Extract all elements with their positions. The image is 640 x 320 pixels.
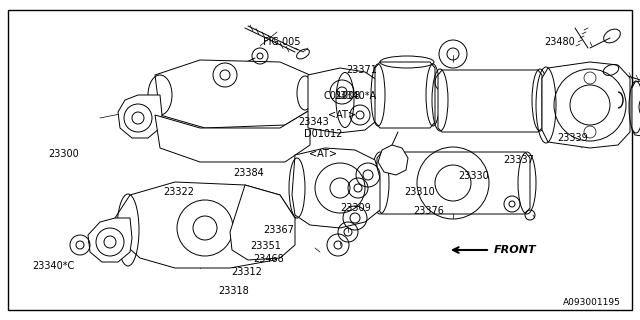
- Text: FIG.005: FIG.005: [263, 36, 300, 47]
- Text: 23343: 23343: [298, 116, 329, 127]
- Text: 23322: 23322: [164, 187, 195, 197]
- Text: 23337: 23337: [503, 155, 534, 165]
- Polygon shape: [292, 148, 380, 228]
- Polygon shape: [377, 152, 530, 214]
- Text: FRONT: FRONT: [494, 245, 536, 255]
- Polygon shape: [155, 110, 310, 162]
- Polygon shape: [118, 95, 162, 138]
- Polygon shape: [155, 60, 310, 128]
- Text: 23339: 23339: [557, 132, 588, 143]
- Polygon shape: [375, 62, 435, 128]
- Text: 23480: 23480: [545, 36, 575, 47]
- Text: 23318: 23318: [218, 286, 249, 296]
- Text: 23371: 23371: [346, 65, 377, 76]
- Text: 23309: 23309: [340, 203, 371, 213]
- Polygon shape: [632, 78, 640, 138]
- Text: 23340*A: 23340*A: [334, 91, 376, 101]
- Text: 23312: 23312: [231, 267, 262, 277]
- Text: C01008: C01008: [324, 91, 361, 101]
- Text: A093001195: A093001195: [563, 298, 621, 307]
- Polygon shape: [88, 218, 132, 262]
- Text: 23340*C: 23340*C: [32, 260, 74, 271]
- Polygon shape: [230, 185, 295, 260]
- Polygon shape: [542, 62, 630, 148]
- Text: 23300: 23300: [48, 148, 79, 159]
- Text: 23384: 23384: [234, 168, 264, 178]
- Text: 23330: 23330: [458, 171, 489, 181]
- Polygon shape: [378, 145, 408, 175]
- Polygon shape: [308, 68, 380, 133]
- Text: 23351: 23351: [250, 241, 281, 252]
- Text: 23310: 23310: [404, 187, 435, 197]
- Text: <AT>: <AT>: [309, 148, 337, 159]
- Text: <AT>: <AT>: [328, 110, 356, 120]
- Text: 23367: 23367: [263, 225, 294, 236]
- Polygon shape: [438, 70, 542, 132]
- Text: 23468: 23468: [253, 254, 284, 264]
- Text: 23376: 23376: [413, 206, 444, 216]
- Polygon shape: [115, 182, 295, 268]
- Text: D01012: D01012: [304, 129, 342, 140]
